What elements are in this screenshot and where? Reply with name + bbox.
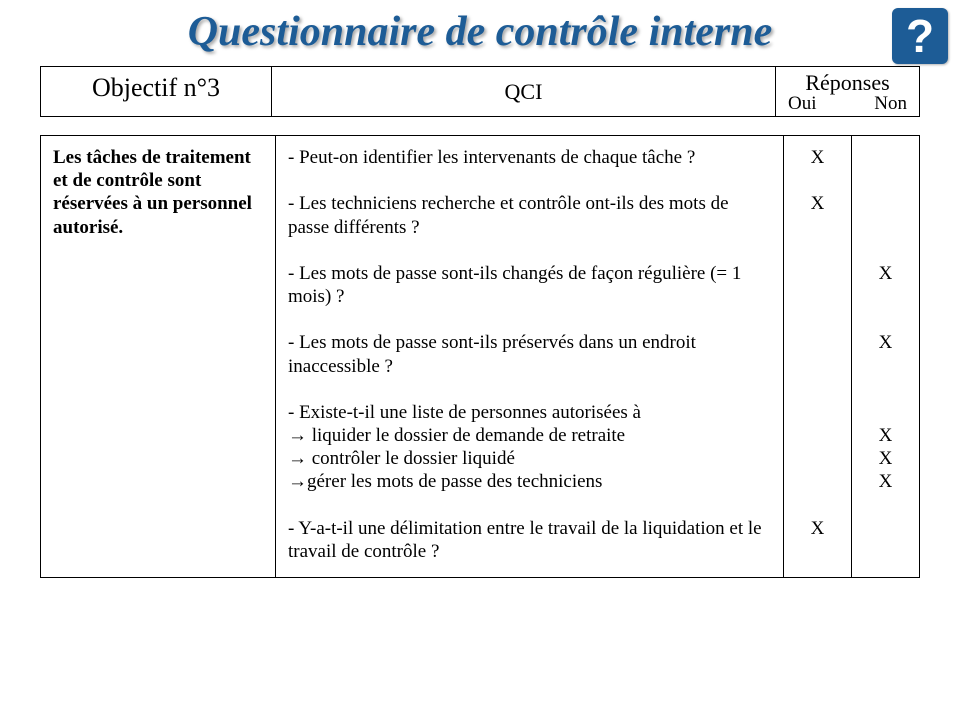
header-reponses: Réponses Oui Non	[776, 67, 920, 117]
question-line: - Les techniciens recherche et contrôle …	[288, 192, 771, 238]
body-table: Les tâches de traitement et de contrôle …	[40, 135, 920, 578]
header-non: Non	[874, 94, 907, 114]
header-reponses-label: Réponses	[780, 71, 915, 94]
question-line: - Les mots de passe sont-ils préservés d…	[288, 331, 771, 377]
question-line: →gérer les mots de passe des techniciens	[288, 470, 771, 493]
question-line: - Les mots de passe sont-ils changés de …	[288, 262, 771, 308]
questions-cell: - Peut-on identifier les intervenants de…	[276, 136, 784, 578]
answers-oui: X X X	[784, 136, 852, 578]
answers-non: X X X X X	[852, 136, 920, 578]
header-oui: Oui	[788, 94, 817, 114]
question-line: - Y-a-t-il une délimitation entre le tra…	[288, 517, 771, 563]
header-objectif: Objectif n°3	[41, 67, 272, 117]
page-title: Questionnaire de contrôle interne	[40, 8, 920, 56]
question-line	[288, 494, 771, 517]
header-qci: QCI	[272, 67, 776, 117]
question-line	[288, 378, 771, 401]
header-table: Objectif n°3 QCI Réponses Oui Non	[40, 66, 920, 117]
question-line: → contrôler le dossier liquidé	[288, 447, 771, 470]
question-line: - Peut-on identifier les intervenants de…	[288, 146, 771, 169]
question-line	[288, 308, 771, 331]
objective-text: Les tâches de traitement et de contrôle …	[41, 136, 276, 578]
question-line: → liquider le dossier de demande de retr…	[288, 424, 771, 447]
question-line	[288, 239, 771, 262]
help-icon[interactable]: ?	[892, 8, 948, 64]
question-line: - Existe-t-il une liste de personnes aut…	[288, 401, 771, 424]
question-line	[288, 169, 771, 192]
